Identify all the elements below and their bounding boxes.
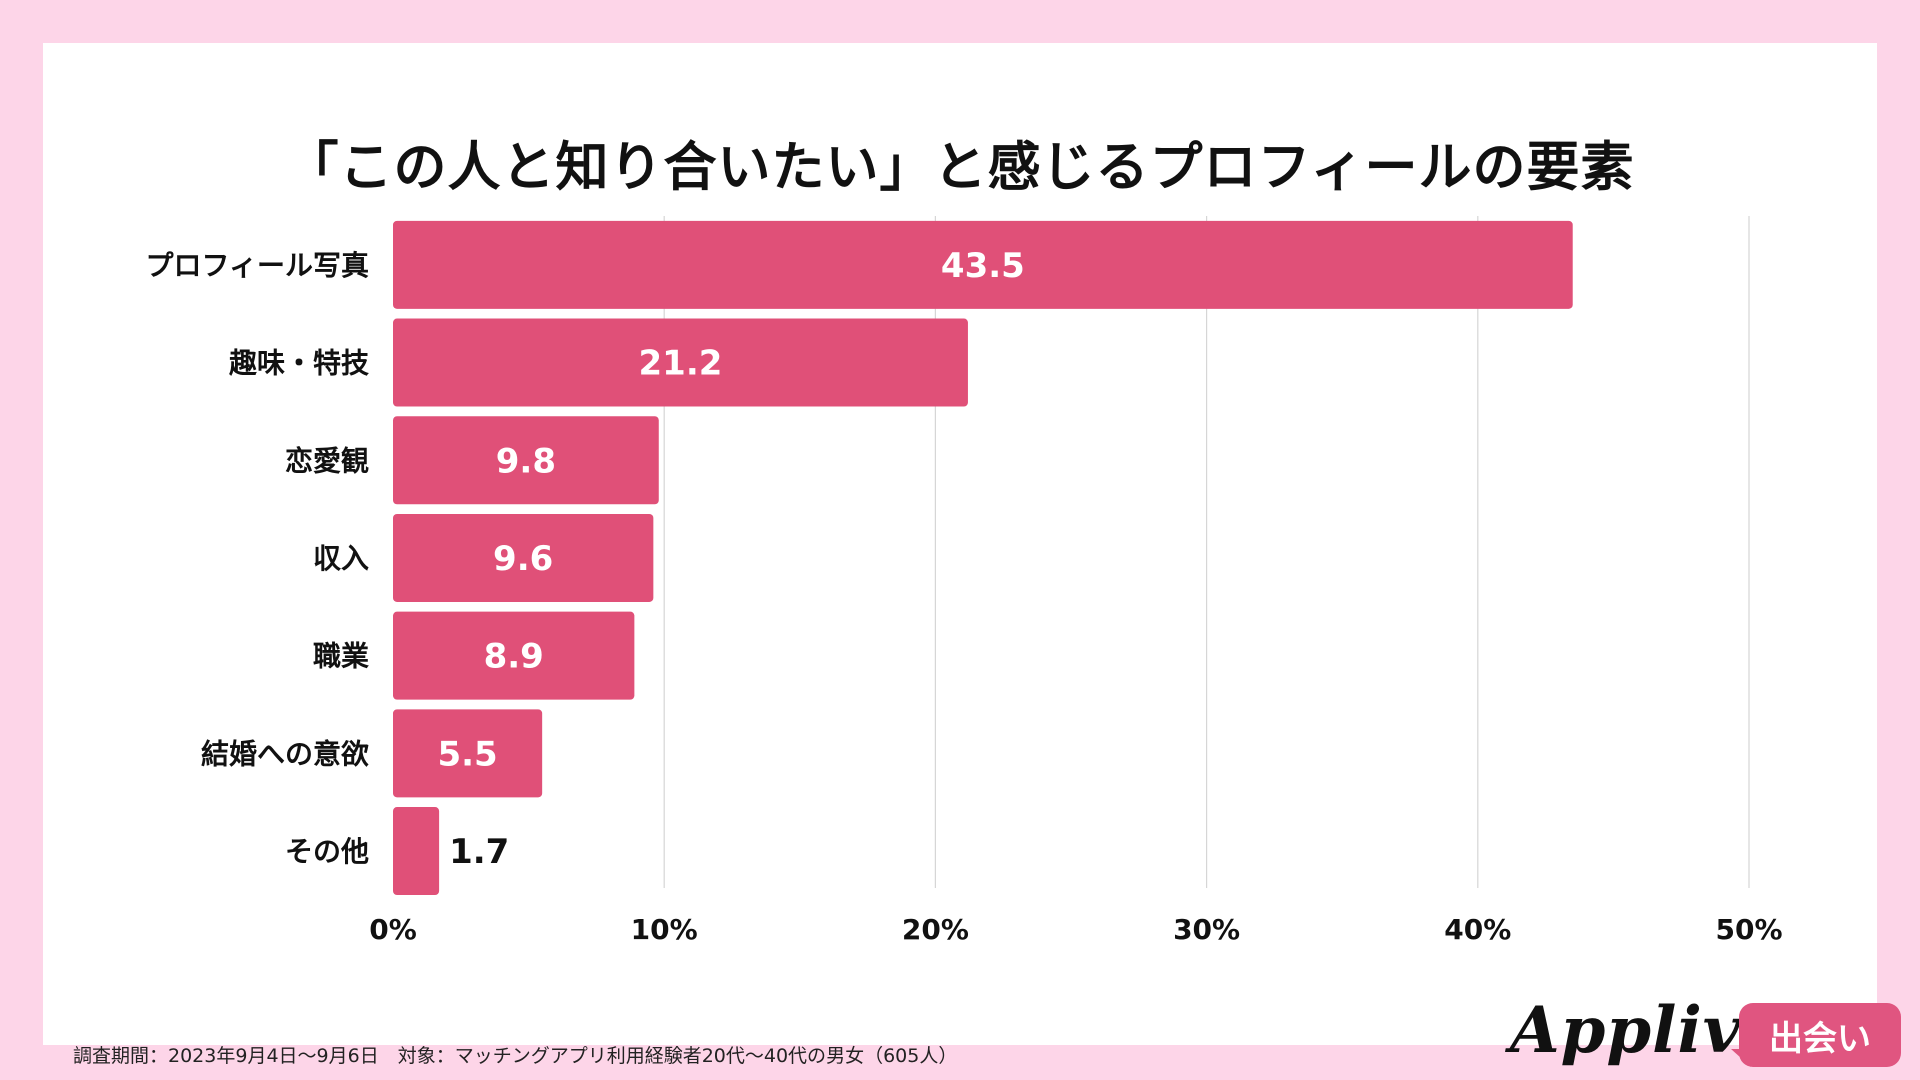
bars: 43.5 21.2 9.8 9.6 8.9 5.5 1.7 [393,220,1573,896]
bar [393,513,654,602]
x-tick-label: 30% [1173,913,1240,946]
x-tick-label: 0% [369,913,417,946]
category-label: 恋愛観 [285,444,369,477]
x-tick-label: 20% [902,913,969,946]
data-label: 9.6 [493,539,553,579]
survey-footnote: 調査期間：2023年9月4日〜9月6日 対象：マッチングアプリ利用経験者20代〜… [73,1045,958,1067]
data-label: 21.2 [639,344,723,384]
category-label: 収入 [313,542,369,575]
data-label: 5.5 [437,734,497,774]
x-tick-label: 40% [1444,913,1511,946]
data-label: 1.7 [449,832,509,872]
x-tick-label: 10% [631,913,698,946]
x-axis: 0% 10% 20% 30% 40% 50% [369,913,1782,946]
category-label: 職業 [313,640,369,673]
chart-title: 「この人と知り合いたい」と感じるプロフィールの要素 [285,137,1635,198]
bar [393,220,1573,309]
bar-chart: 43.5 21.2 9.8 9.6 8.9 5.5 1.7 0% 10% 20% 30% 40% 50… [146,216,1783,946]
data-label: 9.8 [496,441,556,481]
bar [393,709,543,798]
data-label: 43.5 [941,246,1025,286]
x-tick-label: 50% [1715,913,1782,946]
bar [393,416,659,505]
category-label: 結婚への意欲 [201,737,369,770]
logo-wordmark: Appliv [1510,993,1741,1068]
data-label: 8.9 [484,637,544,677]
category-label: その他 [285,835,369,868]
logo-badge: 出会い [1739,1003,1901,1067]
category-label: 趣味・特技 [229,347,369,380]
bar [393,318,968,407]
chart-card: 「この人と知り合いたい」と感じるプロフィールの要素 43.5 21.2 9.8 9.6… [43,43,1901,1068]
bar [393,807,440,896]
category-label: プロフィール写真 [146,249,369,282]
bar [393,611,635,700]
appliv-logo: Appliv 出会い [1505,991,1905,1077]
gridlines [663,216,1750,888]
